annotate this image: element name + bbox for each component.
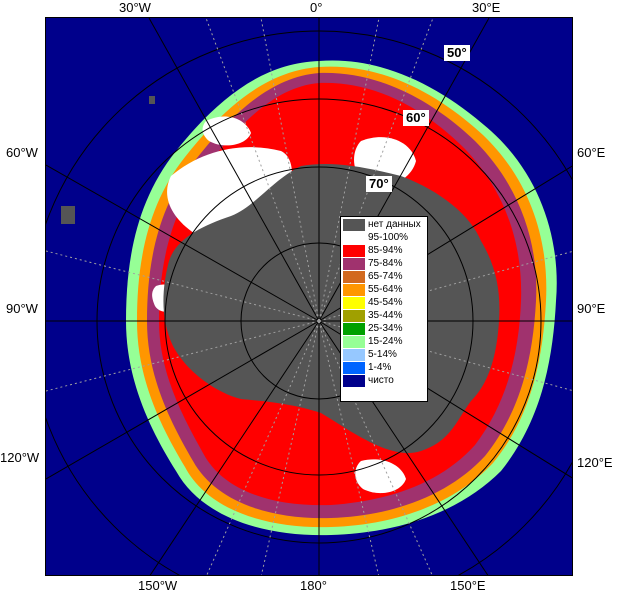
ice-patch-95-100-south <box>355 459 406 494</box>
lon-label-150w-bottom: 150°W <box>138 578 178 593</box>
legend-item: 25-34% <box>343 322 425 335</box>
legend-label: 95-100% <box>368 231 409 243</box>
minor-meridian-lines <box>46 18 572 575</box>
lon-label-60e-right: 60°E <box>577 145 606 160</box>
legend-label: 35-44% <box>368 309 403 321</box>
legend-label: нет данных <box>368 218 421 230</box>
legend-swatch <box>343 335 365 348</box>
legend-item: 55-64% <box>343 283 425 296</box>
legend-item: 1-4% <box>343 361 425 374</box>
legend-item: 45-54% <box>343 296 425 309</box>
legend-label: 1-4% <box>368 361 392 373</box>
legend-swatch <box>343 218 365 231</box>
legend-label: 15-24% <box>368 335 403 347</box>
legend-swatch <box>343 296 365 309</box>
legend-label: 85-94% <box>368 244 403 256</box>
legend-swatch <box>343 361 365 374</box>
meridian-lines <box>46 18 572 575</box>
ice-patch-95-100-north <box>202 116 251 146</box>
legend-swatch <box>343 231 365 244</box>
lon-label-180-bottom: 180° <box>300 578 327 593</box>
legend-item: 85-94% <box>343 244 425 257</box>
legend-item: 75-84% <box>343 257 425 270</box>
legend-label: 25-34% <box>368 322 403 334</box>
legend-item: нет данных <box>343 218 425 231</box>
lon-label-0-top: 0° <box>310 0 323 15</box>
legend-item: 35-44% <box>343 309 425 322</box>
legend-swatch <box>343 374 365 387</box>
map-frame <box>45 17 573 576</box>
legend-swatch <box>343 257 365 270</box>
lat-label-50: 50° <box>444 45 470 61</box>
legend-label: 65-74% <box>368 270 403 282</box>
land-artifact-west <box>61 206 75 224</box>
lon-label-90w-left: 90°W <box>6 301 38 316</box>
lat-label-70: 70° <box>366 176 392 192</box>
legend-item: 65-74% <box>343 270 425 283</box>
lon-label-30w-top: 30°W <box>119 0 151 15</box>
lon-label-150e-bottom: 150°E <box>450 578 486 593</box>
lon-label-120e-right: 120°E <box>577 455 613 470</box>
lon-label-60w-left: 60°W <box>6 145 38 160</box>
lat-label-60: 60° <box>403 110 429 126</box>
land-artifact-nw <box>149 96 155 104</box>
concentration-legend: нет данных 95-100% 85-94% 75-84% 65-74% 55-64… <box>340 216 428 402</box>
legend-label: 45-54% <box>368 296 403 308</box>
legend-swatch <box>343 348 365 361</box>
lon-label-120w-left: 120°W <box>0 450 40 465</box>
legend-item: 5-14% <box>343 348 425 361</box>
legend-swatch <box>343 270 365 283</box>
legend-label: 55-64% <box>368 283 403 295</box>
legend-swatch <box>343 322 365 335</box>
lon-label-90e-right: 90°E <box>577 301 606 316</box>
legend-item: 95-100% <box>343 231 425 244</box>
lon-label-30e-top: 30°E <box>472 0 501 15</box>
legend-label: чисто <box>368 374 394 386</box>
legend-label: 75-84% <box>368 257 403 269</box>
legend-swatch <box>343 283 365 296</box>
legend-item: чисто <box>343 374 425 387</box>
sea-ice-map <box>46 18 572 575</box>
legend-item: 15-24% <box>343 335 425 348</box>
legend-swatch <box>343 244 365 257</box>
legend-swatch <box>343 309 365 322</box>
legend-label: 5-14% <box>368 348 397 360</box>
